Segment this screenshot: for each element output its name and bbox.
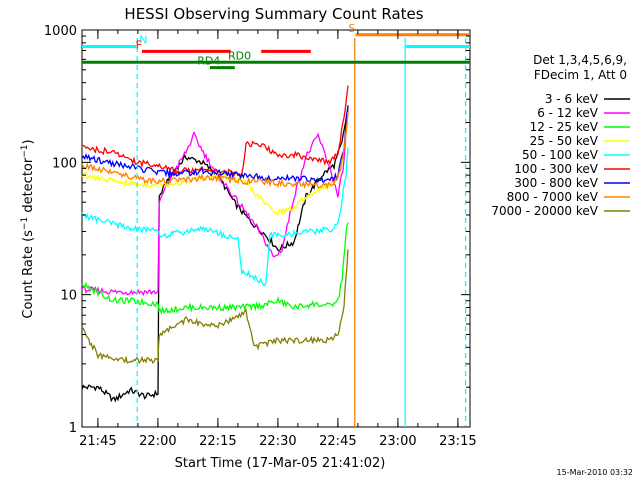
legend-label-7: 800 - 7000 keV bbox=[507, 190, 599, 204]
chart-title: HESSI Observing Summary Count Rates bbox=[124, 5, 423, 23]
legend-label-0: 3 - 6 keV bbox=[545, 92, 599, 106]
flag-label-4: S bbox=[348, 22, 355, 35]
plot-frame bbox=[81, 29, 471, 428]
series-line-3 bbox=[81, 122, 349, 217]
legend-label-2: 12 - 25 keV bbox=[530, 120, 599, 134]
flag-label-6: RD4 bbox=[197, 55, 220, 68]
y-tick-label: 1000 bbox=[44, 24, 77, 39]
legend-label-3: 25 - 50 keV bbox=[530, 134, 599, 148]
flag-label-2: F bbox=[136, 38, 142, 51]
y-tick-label: 1 bbox=[69, 421, 77, 436]
legend-label-4: 50 - 100 keV bbox=[522, 148, 599, 162]
series-line-4 bbox=[81, 147, 349, 287]
x-tick-label: 22:15 bbox=[199, 434, 236, 449]
flag-label-5: RD0 bbox=[228, 49, 251, 62]
series-line-2 bbox=[81, 222, 349, 315]
x-tick-label: 23:15 bbox=[439, 434, 476, 449]
legend: Det 1,3,4,5,6,9, FDecim 1, Att 0 3 - 6 k… bbox=[491, 53, 630, 218]
x-tick-label: 22:30 bbox=[259, 434, 296, 449]
series-line-7 bbox=[81, 111, 349, 190]
legend-label-6: 300 - 800 keV bbox=[514, 176, 598, 190]
series-line-5 bbox=[81, 85, 349, 178]
flag-label-0: N bbox=[139, 34, 147, 47]
x-tick-label: 21:45 bbox=[79, 434, 116, 449]
series-line-8 bbox=[81, 249, 349, 365]
y-tick-label: 10 bbox=[60, 289, 77, 304]
x-tick-label: 22:45 bbox=[319, 434, 356, 449]
legend-header-line-1: Det 1,3,4,5,6,9, bbox=[533, 53, 627, 67]
legend-header-line-2: FDecim 1, Att 0 bbox=[534, 68, 627, 82]
date-stamp: 15-Mar-2010 03:32 bbox=[557, 468, 634, 477]
x-tick-label: 22:00 bbox=[139, 434, 176, 449]
y-axis-label: Count Rate (s−1 detector−1) bbox=[20, 139, 36, 318]
x-axis-label: Start Time (17-Mar-05 21:41:02) bbox=[175, 456, 386, 471]
axis-layer: 1 10 100 1000 21:45 22:00 22:15 22:30 22:45 23:00… bbox=[44, 24, 477, 449]
legend-label-5: 100 - 300 keV bbox=[514, 162, 598, 176]
series-line-0 bbox=[81, 107, 349, 403]
series-line-6 bbox=[81, 105, 349, 185]
series-layer bbox=[81, 85, 349, 403]
legend-label-8: 7000 - 20000 keV bbox=[491, 204, 598, 218]
flag-layer: NF S RD0 RD4 bbox=[82, 22, 470, 427]
x-tick-label: 23:00 bbox=[379, 434, 416, 449]
legend-label-1: 6 - 12 keV bbox=[537, 106, 599, 120]
y-tick-label: 100 bbox=[52, 156, 77, 171]
